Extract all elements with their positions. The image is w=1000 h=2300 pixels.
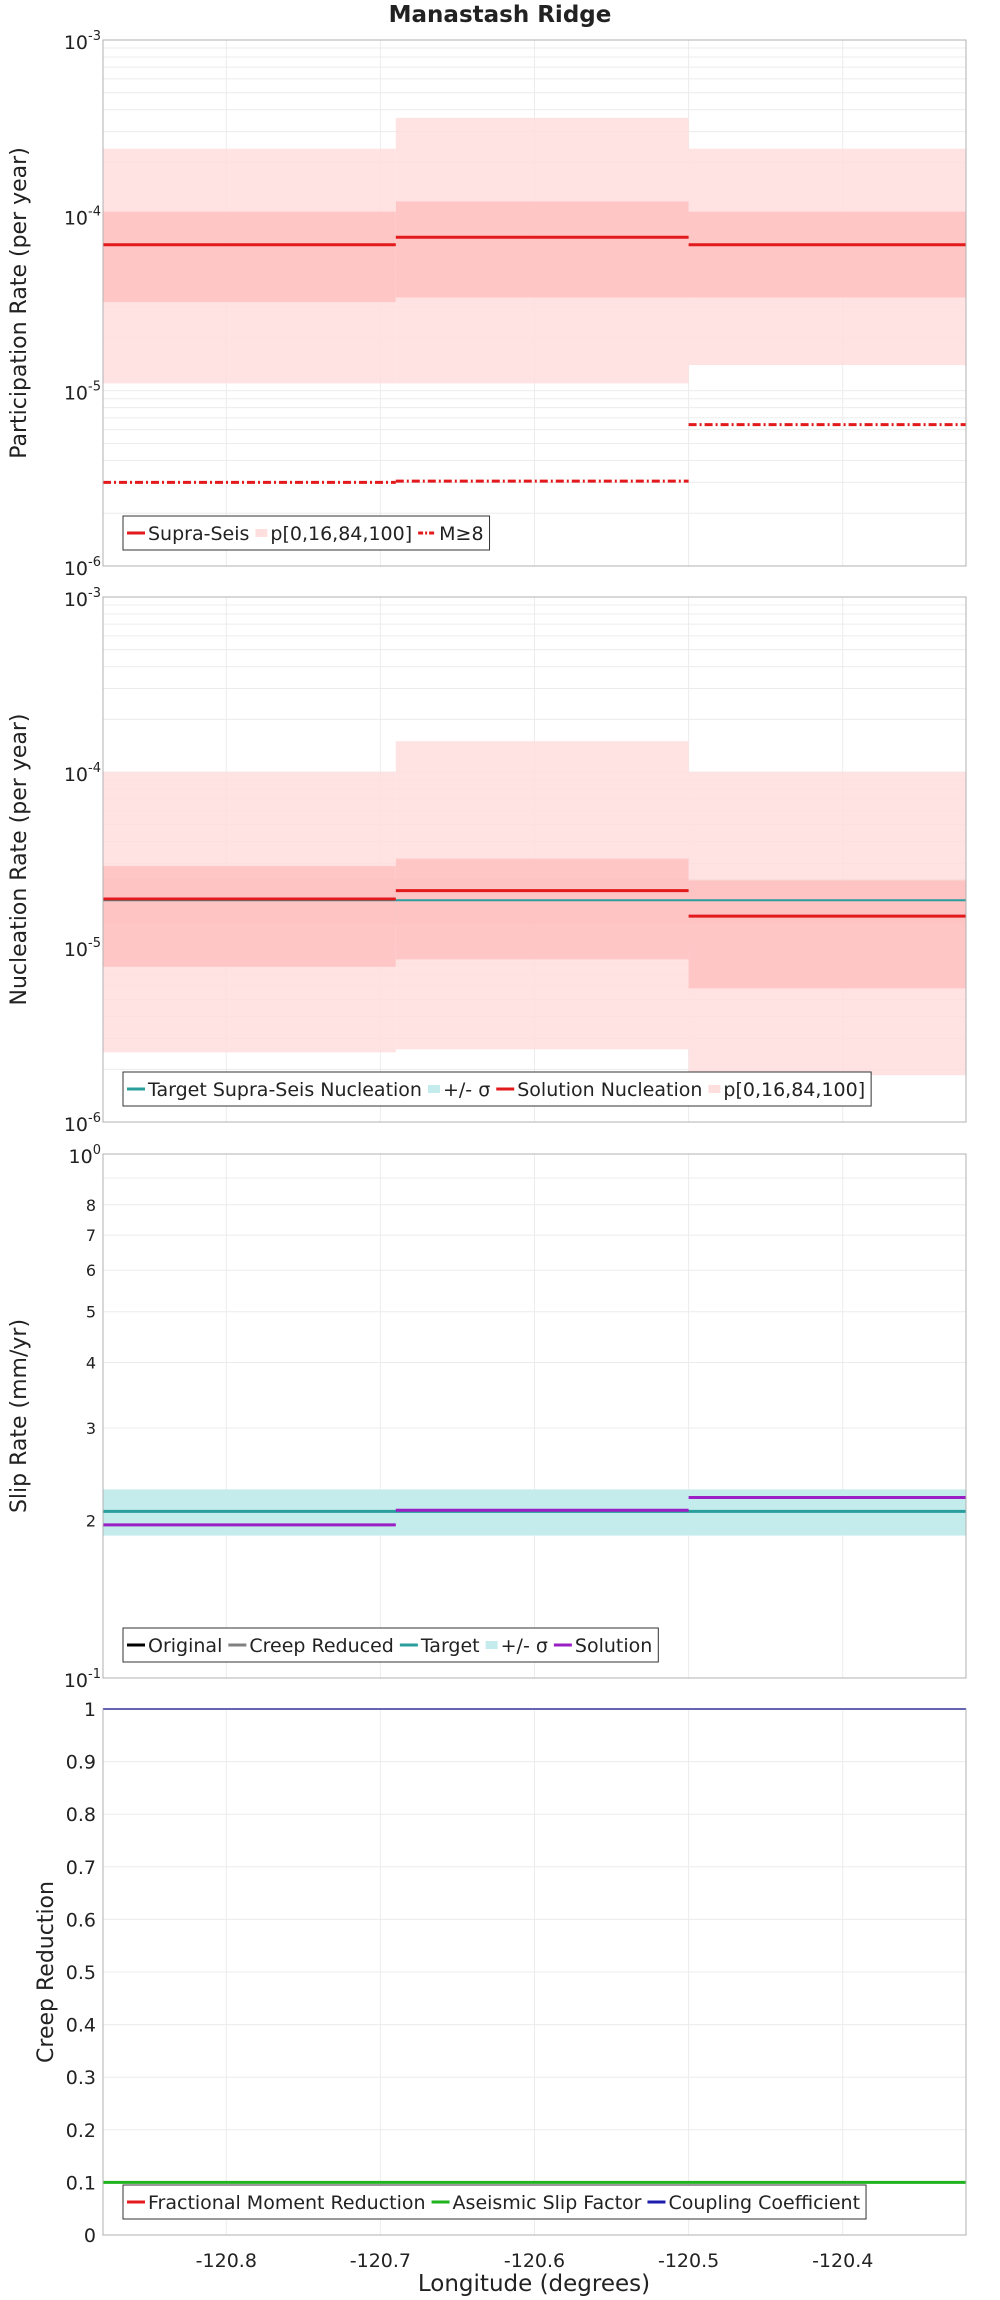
panel-participation: 10-6 10-5 10-4 10-3 Participation Rate (per … — [7, 29, 967, 580]
y-minor-tick-label: 7 — [86, 1226, 96, 1245]
legend-swatch — [255, 529, 268, 537]
plot-frame — [102, 39, 967, 567]
y-minor-tick-label: 8 — [86, 1196, 96, 1215]
legend: Original Creep Reduced Target +/- σ Solution — [122, 1627, 659, 1663]
y-tick-label: 0 — [84, 2225, 96, 2247]
x-tick-label: -120.7 — [350, 2250, 411, 2272]
legend-label: Original — [148, 1635, 222, 1657]
legend: Supra-Seis p[0,16,84,100] M≥8 — [122, 515, 491, 551]
legend-label: Solution Nucleation — [517, 1079, 702, 1101]
y-tick-label: 10-4 — [64, 204, 101, 229]
x-tick-label: -120.4 — [812, 2250, 873, 2272]
legend-label: p[0,16,84,100] — [270, 523, 412, 545]
legend-label: Fractional Moment Reduction — [148, 2192, 426, 2214]
legend-label: +/- σ — [501, 1635, 548, 1657]
y-tick-label: 0.4 — [66, 2015, 96, 2037]
plot-frame — [102, 1153, 967, 1679]
y-tick-label: 10-4 — [64, 761, 101, 786]
legend-label: Solution — [575, 1635, 652, 1657]
y-minor-tick-label: 4 — [86, 1354, 96, 1373]
plot-frame — [102, 596, 967, 1123]
y-tick-label: 100 — [69, 1143, 101, 1168]
legend-label: Creep Reduced — [249, 1635, 393, 1657]
legend-swatch — [485, 1641, 498, 1649]
plot-frame — [102, 1708, 967, 2236]
y-tick-label: 10-5 — [64, 936, 101, 961]
band-p16-p84 — [688, 880, 966, 989]
y-tick-label: 10-5 — [64, 380, 101, 405]
y-tick-label: 10-6 — [64, 1111, 101, 1136]
y-tick-label: 0.2 — [66, 2120, 96, 2142]
panel-slip: 10-1 100 2 3 4 5 6 7 8 Slip Rate (mm/yr) Original C… — [7, 1143, 967, 1692]
band-p16-p84 — [395, 858, 689, 960]
y-tick-label: 0.1 — [66, 2172, 96, 2194]
legend-box — [122, 515, 491, 551]
legend-label: M≥8 — [439, 523, 483, 545]
legend-label: Target — [420, 1635, 480, 1657]
y-minor-tick-label: 3 — [86, 1419, 96, 1438]
legend: Fractional Moment Reduction Aseismic Slip… — [122, 2184, 867, 2220]
band-p16-p84 — [103, 866, 396, 967]
legend-swatch — [708, 1085, 721, 1093]
y-tick-label: 0.6 — [66, 1909, 96, 1931]
legend-label: Aseismic Slip Factor — [453, 2192, 642, 2214]
y-tick-label: 0.9 — [66, 1752, 96, 1774]
x-tick-label: -120.6 — [504, 2250, 565, 2272]
y-tick-label: 0.8 — [66, 1804, 96, 1826]
legend: Target Supra-Seis Nucleation +/- σ Solutio… — [122, 1071, 872, 1107]
y-tick-label: 0.5 — [66, 1962, 96, 1984]
x-axis-label: Longitude (degrees) — [418, 2271, 650, 2297]
legend-label: +/- σ — [443, 1079, 490, 1101]
panel-nucleation: 10-6 10-5 10-4 10-3 Nucleation Rate (per yea… — [7, 586, 967, 1136]
legend-label: p[0,16,84,100] — [723, 1079, 865, 1101]
y-minor-tick-label: 5 — [86, 1303, 96, 1322]
y-tick-label: 0.3 — [66, 2067, 96, 2089]
y-axis-label: Creep Reduction — [34, 1881, 59, 2063]
y-tick-label: 1 — [84, 1699, 96, 1721]
y-tick-label: 0.7 — [66, 1857, 96, 1879]
band-p16-p84 — [688, 211, 966, 298]
y-minor-tick-label: 2 — [86, 1511, 96, 1530]
x-tick-label: -120.5 — [658, 2250, 719, 2272]
legend-label: Supra-Seis — [148, 523, 249, 545]
y-axis-label: Nucleation Rate (per year) — [7, 714, 32, 1006]
legend-label: Target Supra-Seis Nucleation — [147, 1079, 422, 1101]
legend-label: Coupling Coefficient — [668, 2192, 860, 2214]
legend-box — [122, 2184, 867, 2220]
band-p16-p84 — [103, 211, 396, 303]
y-tick-label: 10-6 — [64, 555, 101, 580]
panel-creep: 0 0.1 0.2 0.3 0.4 0.5 0.6 0.7 0.8 0.9 1 Creep Reduc… — [34, 1699, 967, 2272]
y-tick-label: 10-3 — [64, 586, 101, 611]
y-tick-label: 10-3 — [64, 29, 101, 54]
y-tick-label: 10-1 — [64, 1667, 101, 1692]
x-tick-label: -120.8 — [196, 2250, 257, 2272]
y-minor-tick-label: 6 — [86, 1261, 96, 1280]
band-p16-p84 — [395, 201, 689, 298]
y-axis-label: Slip Rate (mm/yr) — [7, 1319, 32, 1513]
y-axis-label: Participation Rate (per year) — [7, 147, 32, 459]
legend-swatch — [427, 1085, 440, 1093]
chart-title: Manastash Ridge — [389, 2, 612, 28]
